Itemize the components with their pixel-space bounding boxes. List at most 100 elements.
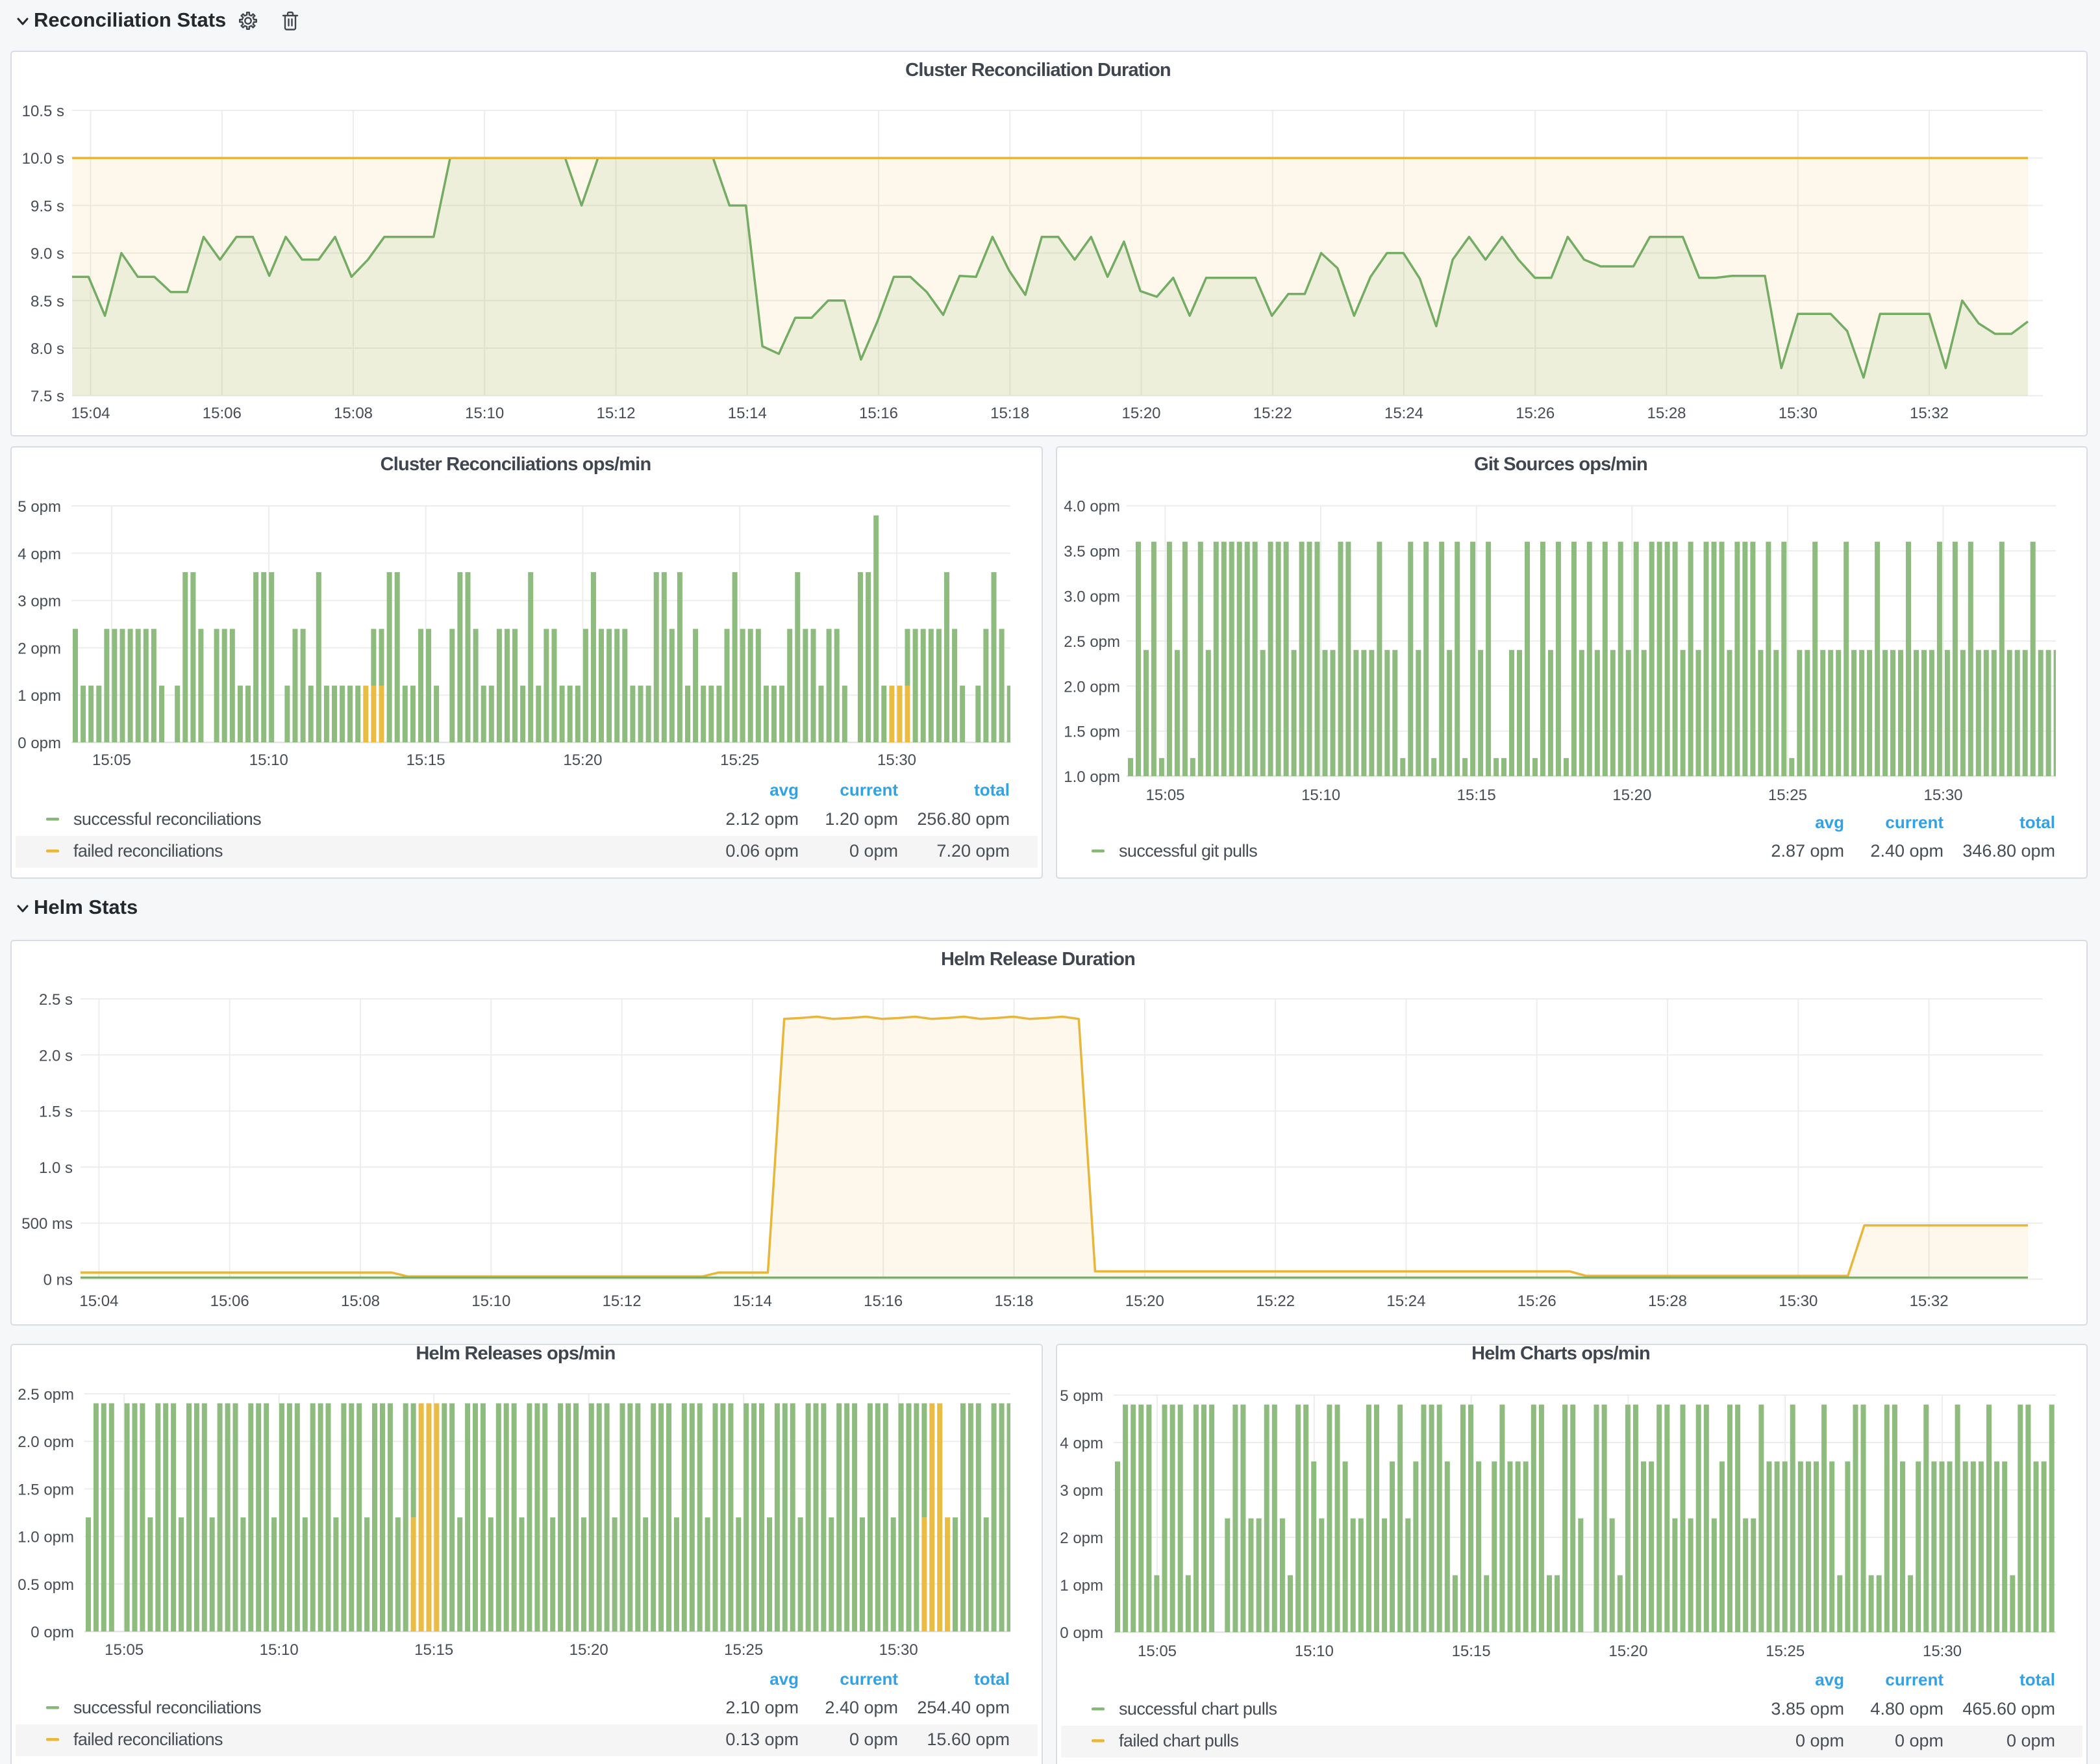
svg-text:256.80 opm: 256.80 opm	[917, 809, 1010, 829]
svg-text:current: current	[840, 780, 898, 800]
svg-text:4.0 opm: 4.0 opm	[1064, 498, 1120, 516]
svg-text:15:32: 15:32	[1910, 405, 1949, 422]
svg-text:15:25: 15:25	[1768, 787, 1807, 804]
svg-text:15:16: 15:16	[859, 405, 898, 422]
svg-text:9.5 s: 9.5 s	[31, 197, 64, 215]
svg-text:15:22: 15:22	[1253, 405, 1292, 422]
svg-text:2.12 opm: 2.12 opm	[725, 809, 799, 829]
svg-text:15:10: 15:10	[249, 751, 288, 769]
svg-text:15:04: 15:04	[79, 1292, 118, 1310]
svg-text:15:25: 15:25	[720, 751, 759, 769]
svg-text:total: total	[974, 780, 1010, 800]
svg-text:15:20: 15:20	[1125, 1292, 1164, 1310]
svg-text:15:05: 15:05	[1145, 787, 1184, 804]
svg-text:5 opm: 5 opm	[18, 498, 61, 516]
svg-text:total: total	[2019, 813, 2055, 832]
svg-text:avg: avg	[769, 1669, 799, 1689]
svg-text:current: current	[1885, 813, 1944, 832]
svg-text:15:20: 15:20	[1612, 787, 1651, 804]
svg-text:15:30: 15:30	[879, 1641, 918, 1659]
svg-text:15:24: 15:24	[1386, 1292, 1425, 1310]
svg-text:4 opm: 4 opm	[1060, 1435, 1103, 1452]
svg-text:15:05: 15:05	[1138, 1643, 1177, 1660]
svg-text:15:18: 15:18	[990, 405, 1029, 422]
svg-text:successful reconciliations: successful reconciliations	[73, 1698, 261, 1717]
svg-text:15:28: 15:28	[1647, 405, 1686, 422]
svg-text:2.10 opm: 2.10 opm	[725, 1698, 799, 1717]
svg-text:15:20: 15:20	[1121, 405, 1160, 422]
svg-text:8.5 s: 8.5 s	[31, 293, 64, 310]
svg-text:254.40 opm: 254.40 opm	[917, 1698, 1010, 1717]
svg-text:9.0 s: 9.0 s	[31, 246, 64, 263]
svg-text:15:08: 15:08	[334, 405, 373, 422]
svg-text:15:25: 15:25	[1766, 1643, 1805, 1660]
svg-text:15:20: 15:20	[569, 1641, 608, 1659]
svg-text:1.5 opm: 1.5 opm	[1064, 724, 1120, 741]
svg-text:15:15: 15:15	[1457, 787, 1496, 804]
svg-text:0 opm: 0 opm	[849, 841, 898, 861]
svg-text:successful git pulls: successful git pulls	[1119, 841, 1257, 861]
svg-text:15.60 opm: 15.60 opm	[927, 1730, 1010, 1749]
svg-text:1.0 s: 1.0 s	[39, 1159, 73, 1177]
svg-text:1.20 opm: 1.20 opm	[825, 809, 898, 829]
svg-text:15:24: 15:24	[1384, 405, 1423, 422]
svg-text:500 ms: 500 ms	[21, 1215, 73, 1233]
svg-text:avg: avg	[1815, 813, 1844, 832]
svg-text:10.5 s: 10.5 s	[22, 103, 64, 120]
svg-text:15:05: 15:05	[92, 751, 131, 769]
svg-text:15:20: 15:20	[563, 751, 602, 769]
svg-text:0 opm: 0 opm	[31, 1624, 74, 1641]
svg-text:total: total	[2019, 1670, 2055, 1689]
svg-text:15:20: 15:20	[1608, 1643, 1647, 1660]
svg-text:successful reconciliations: successful reconciliations	[73, 809, 261, 829]
svg-text:avg: avg	[1815, 1670, 1844, 1689]
svg-text:1 opm: 1 opm	[18, 687, 61, 705]
svg-text:2.5 opm: 2.5 opm	[1064, 633, 1120, 651]
svg-text:2.87 opm: 2.87 opm	[1771, 841, 1844, 861]
svg-text:15:22: 15:22	[1256, 1292, 1295, 1310]
svg-text:failed reconciliations: failed reconciliations	[73, 841, 223, 861]
svg-text:1.0 opm: 1.0 opm	[1064, 768, 1120, 786]
svg-text:0.06 opm: 0.06 opm	[725, 841, 799, 861]
svg-text:8.0 s: 8.0 s	[31, 340, 64, 358]
svg-text:15:30: 15:30	[1779, 1292, 1818, 1310]
svg-text:15:30: 15:30	[1779, 405, 1818, 422]
svg-text:15:06: 15:06	[210, 1292, 249, 1310]
svg-text:15:04: 15:04	[71, 405, 110, 422]
svg-text:0 ns: 0 ns	[44, 1272, 73, 1289]
svg-text:failed chart pulls: failed chart pulls	[1119, 1731, 1238, 1750]
svg-text:5 opm: 5 opm	[1060, 1387, 1103, 1405]
svg-text:successful chart pulls: successful chart pulls	[1119, 1699, 1277, 1719]
svg-text:2.0 s: 2.0 s	[39, 1047, 73, 1065]
svg-text:15:25: 15:25	[724, 1641, 763, 1659]
svg-text:346.80 opm: 346.80 opm	[1962, 841, 2055, 861]
svg-text:15:26: 15:26	[1516, 405, 1555, 422]
svg-text:1 opm: 1 opm	[1060, 1577, 1103, 1594]
svg-text:15:06: 15:06	[203, 405, 242, 422]
svg-text:3.5 opm: 3.5 opm	[1064, 543, 1120, 561]
svg-text:15:18: 15:18	[994, 1292, 1033, 1310]
svg-text:15:05: 15:05	[105, 1641, 144, 1659]
svg-text:0 opm: 0 opm	[1060, 1624, 1103, 1642]
svg-text:2.40 opm: 2.40 opm	[1870, 841, 1944, 861]
svg-text:15:26: 15:26	[1518, 1292, 1556, 1310]
svg-text:2.0 opm: 2.0 opm	[18, 1433, 74, 1451]
svg-text:465.60 opm: 465.60 opm	[1962, 1699, 2055, 1719]
svg-text:15:10: 15:10	[1295, 1643, 1334, 1660]
svg-text:3 opm: 3 opm	[1060, 1482, 1103, 1500]
svg-text:15:30: 15:30	[877, 751, 916, 769]
svg-text:failed reconciliations: failed reconciliations	[73, 1730, 223, 1749]
svg-text:15:15: 15:15	[1452, 1643, 1491, 1660]
svg-text:15:12: 15:12	[603, 1292, 642, 1310]
svg-text:1.5 s: 1.5 s	[39, 1103, 73, 1121]
svg-text:0.5 opm: 0.5 opm	[18, 1576, 74, 1594]
svg-text:15:15: 15:15	[414, 1641, 453, 1659]
svg-text:3.0 opm: 3.0 opm	[1064, 588, 1120, 606]
svg-text:15:14: 15:14	[728, 405, 767, 422]
svg-text:2 opm: 2 opm	[18, 640, 61, 657]
svg-text:0 opm: 0 opm	[1895, 1731, 1944, 1750]
svg-text:1.5 opm: 1.5 opm	[18, 1481, 74, 1498]
svg-text:3 opm: 3 opm	[18, 593, 61, 611]
svg-text:current: current	[1885, 1670, 1944, 1689]
svg-text:15:12: 15:12	[596, 405, 635, 422]
